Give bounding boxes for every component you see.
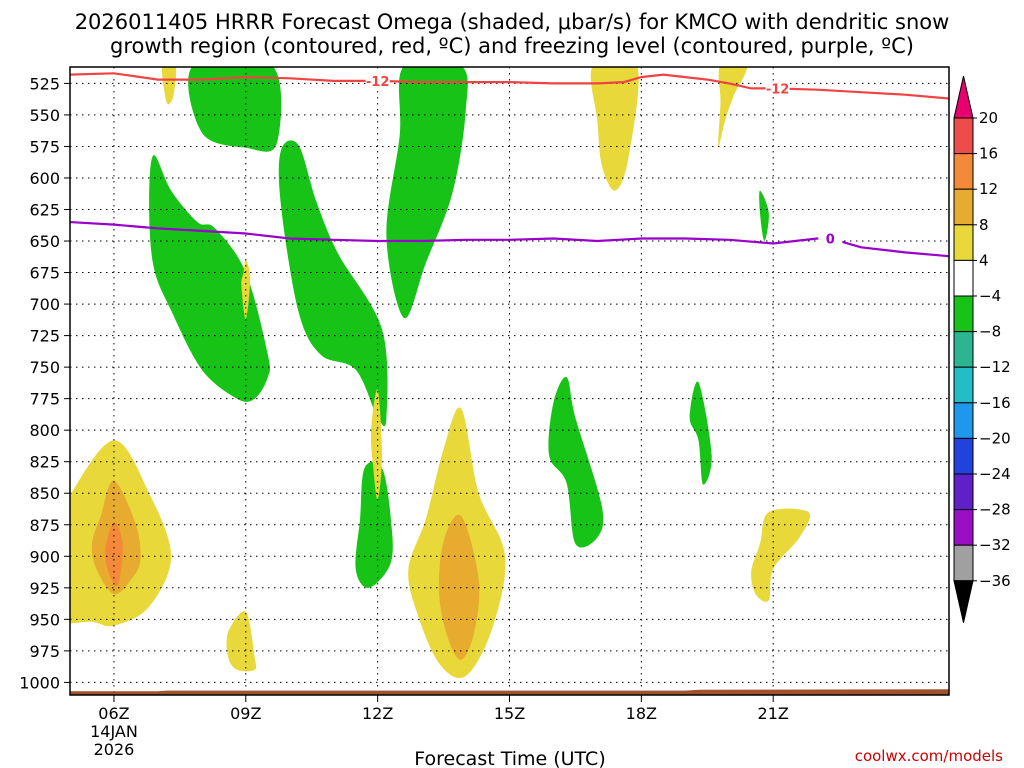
contour-label-background [818,230,843,246]
x-tick-label: 06Z [98,704,129,723]
colorbar-tick-label: 8 [979,216,989,234]
omega-region-20 [751,508,811,602]
omega-region-14 [226,611,257,672]
omega-region-18 [590,67,639,191]
contour-label: -12 [766,82,790,97]
y-axis-pressure: 525 550 575 600 625 650 675 700 725 750 775 800 825 8… [19,74,70,692]
y-tick-label: 900 [29,547,60,566]
y-tick-label: 950 [29,610,60,629]
contour-lines-layer: -12 -12 0 [70,72,949,258]
colorbar-tick-label: 12 [979,180,998,198]
x-tick-label: 21Z [758,704,789,723]
x-tick-label: 09Z [230,704,261,723]
credit-text: coolwx.com/models [855,747,1003,765]
contour-label-background [765,80,790,96]
colorbar-tick-label: −36 [979,572,1011,590]
omega-colorbar-legend: 20 16 12 8 4 −4 −8 −12 −16 −20 −24 −28 −32 −36 [953,75,1011,623]
contour-label: -12 [366,75,390,90]
chart-title-line2: growth region (contoured, red, ºC) and f… [110,34,914,58]
omega-region-19 [718,67,748,147]
plot-background [70,67,949,695]
y-tick-label: 525 [29,74,60,93]
y-tick-label: 725 [29,327,60,346]
colorbar-tick-label: 20 [979,109,998,127]
y-tick-label: 750 [29,358,60,377]
colorbar-segment [953,224,974,261]
colorbar-tick-label: −8 [979,323,1001,341]
omega-region-3 [278,140,388,427]
y-tick-label: 875 [29,516,60,535]
x-tick-label: 15Z [494,704,525,723]
y-tick-label: 700 [29,295,60,314]
omega-region-4 [386,67,468,318]
x-tick-label: 18Z [626,704,657,723]
omega-region-7 [759,190,769,241]
colorbar-tick-label: −12 [979,358,1011,376]
y-tick-label: 775 [29,390,60,409]
colorbar-segment [953,295,974,333]
y-tick-label: 925 [29,579,60,598]
y-tick-label: 625 [29,200,60,219]
colorbar-segment [953,331,974,368]
colorbar-segment [953,117,974,155]
colorbar-tick-label: −20 [979,429,1011,447]
omega-region-16 [370,389,382,500]
omega-region-13 [438,514,480,660]
x-tick-label: 12Z [362,704,393,723]
y-tick-label: 850 [29,484,60,503]
colorbar-tick-label: −32 [979,536,1011,554]
contour-label: 0 [826,233,835,248]
dotted-gridlines [70,67,949,695]
x-tick-date-label: 14JAN [90,722,138,741]
colorbar-tick-label: 4 [979,251,989,269]
surface-terrain-strip [70,689,949,695]
colorbar-segment [953,509,974,546]
omega-region-1 [188,67,282,152]
contour-label-background [365,72,390,88]
colorbar-segment [953,473,974,511]
colorbar-segment [953,437,974,475]
colorbar-tick-label: −4 [979,287,1001,305]
omega-region-2 [149,155,271,402]
colorbar-segment [953,366,974,404]
omega-region-8 [689,381,712,485]
colorbar-segment [953,544,974,582]
y-tick-label: 550 [29,106,60,125]
colorbar-segment [953,259,974,297]
colorbar-segment [953,188,974,226]
colorbar-tick-label: −16 [979,394,1011,412]
omega-shading-layer [70,67,811,679]
y-tick-label: 675 [29,264,60,283]
colorbar-tick-label: 16 [979,145,998,163]
y-tick-label: 800 [29,421,60,440]
colorbar-bottom-extend-triangle [953,580,974,623]
omega-region-17 [161,67,177,105]
colorbar-segment [953,153,974,190]
colorbar-top-extend-triangle [953,75,974,119]
x-axis-label: Forecast Time (UTC) [414,748,605,768]
colorbar-tick-label: −24 [979,465,1011,483]
y-tick-label: 575 [29,137,60,156]
colorbar-segment [953,402,974,439]
y-tick-label: 1000 [19,673,60,692]
y-tick-label: 600 [29,169,60,188]
y-tick-label: 825 [29,453,60,472]
y-tick-label: 975 [29,642,60,661]
y-tick-label: 650 [29,232,60,251]
plot-area: -12 -12 0 [69,66,950,696]
chart-title-line1: 2026011405 HRRR Forecast Omega (shaded, … [75,10,950,34]
omega-region-6 [548,376,604,548]
x-tick-year-label: 2026 [94,740,135,759]
colorbar-tick-label: −28 [979,501,1011,519]
